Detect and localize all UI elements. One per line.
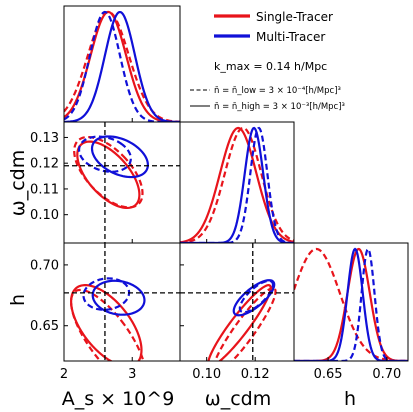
contour-h_vs_As-single-tracer-solid: [70, 284, 143, 361]
marginal-As-single-tracer-dashed: [64, 10, 180, 122]
panel-frame-0-1: [63, 121, 181, 244]
marginal-omega_cdm-multi-tracer-solid: [180, 126, 294, 243]
marginal-panel-As: [64, 10, 180, 122]
x-tick-label: 0.70: [372, 367, 401, 382]
y-tick-label: 0.13: [30, 131, 59, 146]
legend: Single-Tracer Multi-Tracer k_max = 0.14 …: [190, 10, 345, 112]
marginal-omega_cdm-single-tracer-solid: [180, 126, 294, 243]
panel-frame-0-2: [63, 242, 181, 362]
contour-h_vs_As-multi-tracer-solid: [91, 279, 146, 316]
y-tick-label: 0.10: [30, 208, 59, 223]
x-tick-label: 0.10: [192, 367, 221, 382]
legend-multi-label: Multi-Tracer: [256, 30, 325, 44]
y-tick-label: 0.11: [30, 182, 59, 197]
x-axis-title-h: h: [344, 388, 356, 410]
contour-h_vs_omega-single-tracer-dashed: [213, 287, 277, 361]
marginal-As-multi-tracer-solid: [64, 10, 180, 122]
contour-panel-h_vs_As: [64, 243, 180, 361]
x-tick-label: 0.12: [241, 367, 270, 382]
y-tick-label: 0.65: [30, 319, 59, 334]
legend-nbar-low-label: n̄ = n̄_low = 3 × 10⁻⁴[h/Mpc]³: [214, 86, 341, 96]
marginal-h-multi-tracer-dashed: [294, 247, 408, 361]
x-tick-label: 3: [128, 367, 136, 382]
legend-single-label: Single-Tracer: [256, 10, 333, 24]
contour-panel-omega_vs_As: [64, 122, 180, 243]
marginal-panel-omega_cdm: [180, 126, 294, 243]
y-axis-title-h: h: [7, 294, 29, 306]
marginal-omega_cdm-multi-tracer-dashed: [180, 126, 294, 243]
legend-nbar-high-label: n̄ = n̄_high = 3 × 10⁻³[h/Mpc]³: [214, 102, 345, 112]
y-axis-title-omega: ω_cdm: [7, 150, 29, 216]
x-tick-label: 0.65: [314, 367, 343, 382]
x-axis-title-omega: ω_cdm: [205, 388, 271, 410]
y-tick-label: 0.70: [30, 258, 59, 273]
y-tick-label: 0.12: [30, 157, 59, 172]
marginal-omega_cdm-single-tracer-dashed: [180, 126, 294, 243]
panel-frame-2-2: [293, 242, 409, 362]
ticks: 2 3 0.10 0.12 0.65 0.70 0.10 0.11 0.12 0.13 0.65 0.…: [30, 118, 401, 382]
contour-omega_vs_As-multi-tracer-dashed: [77, 135, 132, 173]
marginal-panel-h: [294, 247, 408, 361]
marginal-h-multi-tracer-solid: [294, 247, 408, 361]
legend-kmax: k_max = 0.14 h/Mpc: [214, 60, 327, 73]
contour-h_vs_omega-multi-tracer-solid: [232, 279, 276, 317]
x-tick-label: 2: [60, 367, 68, 382]
x-axis-title-As: A_s × 10^9: [62, 388, 175, 410]
contour-h_vs_omega-single-tracer-solid: [207, 284, 272, 361]
contour-omega_vs_As-single-tracer-solid: [76, 140, 141, 210]
contour-h_vs_As-multi-tracer-dashed: [82, 277, 131, 311]
marginal-As-multi-tracer-dashed: [64, 10, 180, 122]
contour-panel-h_vs_omega: [180, 243, 294, 361]
